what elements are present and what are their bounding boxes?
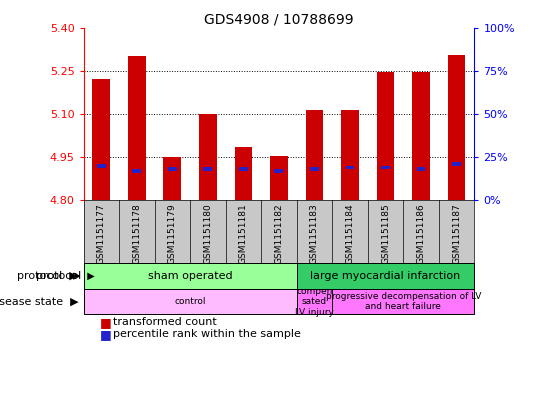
- Bar: [234, 147, 252, 200]
- Bar: [239, 167, 248, 171]
- Bar: [168, 167, 177, 171]
- Bar: [199, 114, 217, 200]
- Text: ■: ■: [100, 316, 112, 329]
- Title: GDS4908 / 10788699: GDS4908 / 10788699: [204, 12, 354, 26]
- Bar: [97, 164, 106, 168]
- Bar: [417, 167, 425, 171]
- Bar: [296, 289, 332, 314]
- Text: ■: ■: [100, 328, 112, 341]
- Bar: [203, 167, 212, 171]
- Bar: [452, 162, 461, 166]
- Text: protocol  ▶: protocol ▶: [17, 271, 78, 281]
- Text: GSM1151182: GSM1151182: [274, 204, 284, 264]
- Bar: [84, 289, 296, 314]
- Text: GSM1151184: GSM1151184: [345, 204, 355, 264]
- Text: progressive decompensation of LV
and heart failure: progressive decompensation of LV and hea…: [326, 292, 481, 311]
- Text: protocol: protocol: [36, 271, 81, 281]
- Bar: [128, 56, 146, 200]
- Bar: [310, 167, 319, 171]
- Bar: [306, 110, 323, 200]
- Text: GSM1151177: GSM1151177: [97, 204, 106, 264]
- Bar: [163, 157, 181, 200]
- Text: control: control: [175, 297, 206, 306]
- Text: transformed count: transformed count: [113, 317, 217, 327]
- Bar: [270, 156, 288, 200]
- Text: GSM1151185: GSM1151185: [381, 204, 390, 264]
- Bar: [341, 110, 359, 200]
- Bar: [92, 79, 110, 200]
- Text: GSM1151180: GSM1151180: [203, 204, 212, 264]
- Text: sham operated: sham operated: [148, 271, 232, 281]
- Text: GSM1151187: GSM1151187: [452, 204, 461, 264]
- Bar: [381, 166, 390, 169]
- Text: GSM1151186: GSM1151186: [417, 204, 425, 264]
- Text: GSM1151179: GSM1151179: [168, 204, 177, 264]
- Text: compen
sated
LV injury: compen sated LV injury: [295, 287, 334, 316]
- Bar: [296, 263, 474, 289]
- Text: GSM1151181: GSM1151181: [239, 204, 248, 264]
- Text: large myocardial infarction: large myocardial infarction: [310, 271, 461, 281]
- Bar: [133, 169, 141, 173]
- Bar: [412, 72, 430, 200]
- Text: GSM1151178: GSM1151178: [133, 204, 141, 264]
- Text: ▶: ▶: [81, 271, 95, 281]
- Bar: [332, 289, 474, 314]
- Bar: [84, 263, 296, 289]
- Text: disease state  ▶: disease state ▶: [0, 297, 78, 307]
- Bar: [377, 72, 395, 200]
- Text: percentile rank within the sample: percentile rank within the sample: [113, 329, 301, 339]
- Bar: [274, 169, 284, 173]
- Bar: [345, 166, 355, 169]
- Bar: [448, 55, 466, 200]
- Text: GSM1151183: GSM1151183: [310, 204, 319, 264]
